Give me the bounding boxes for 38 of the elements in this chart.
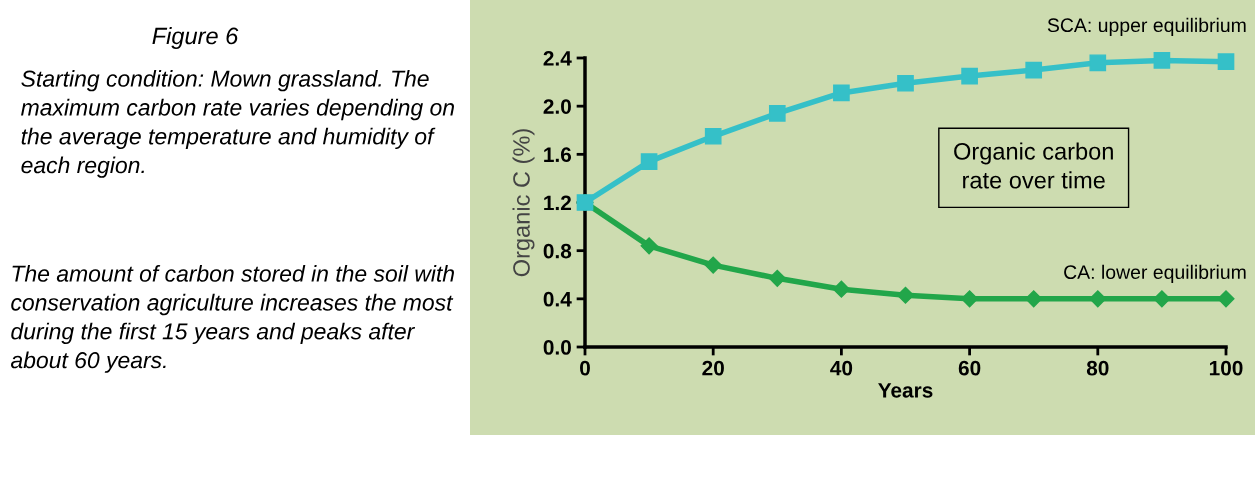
- x-axis-title: Years: [878, 383, 933, 398]
- point: [1025, 61, 1043, 79]
- y-tick-label: 0.4: [543, 291, 572, 307]
- series-label: SCA: upper equilibrium: [1047, 17, 1246, 36]
- text: Figure 6: [152, 27, 239, 49]
- y-tick-label: 0.0: [543, 340, 571, 355]
- point: [1217, 53, 1235, 70]
- point: [1089, 54, 1107, 72]
- text: The amount of carbon stored in the soil with conservation agriculture increases the most during the first 15 years and peaks after about 60 years.: [10, 265, 454, 373]
- point: [640, 237, 658, 255]
- point: [704, 256, 722, 274]
- x-tick-label: 0: [580, 360, 590, 376]
- text: Starting condition: Mown grassland. The maximum carbon rate varies depending on the average temperature and humidity of each region.: [21, 70, 454, 178]
- point: [1217, 290, 1235, 308]
- series-label: CA: lower equilibrium: [1064, 264, 1246, 283]
- point: [768, 269, 786, 287]
- point: [897, 74, 914, 92]
- x-tick-label: 100: [1209, 360, 1243, 376]
- x-tick-label: 80: [1086, 360, 1109, 376]
- y-tick-label: 1.6: [544, 147, 572, 163]
- y-tick-label: 1.2: [544, 195, 571, 211]
- y-axis-title: Organic C (%): [512, 129, 535, 277]
- annotation: Organic carbon rate over time: [954, 142, 1113, 189]
- point: [768, 105, 786, 122]
- point: [832, 280, 850, 298]
- x-tick-label: 20: [702, 360, 724, 376]
- y-tick-label: 2.0: [543, 99, 571, 114]
- y-tick-label: 0.8: [543, 243, 572, 259]
- x-tick-label: 40: [830, 360, 853, 376]
- x-tick-label: 60: [958, 360, 981, 376]
- point: [640, 153, 658, 170]
- point: [1089, 290, 1107, 308]
- point: [961, 67, 978, 85]
- y-tick-label: 2.4: [543, 51, 572, 66]
- point: [833, 84, 850, 102]
- point: [1153, 52, 1171, 69]
- point: [1153, 290, 1171, 308]
- point: [704, 127, 722, 145]
